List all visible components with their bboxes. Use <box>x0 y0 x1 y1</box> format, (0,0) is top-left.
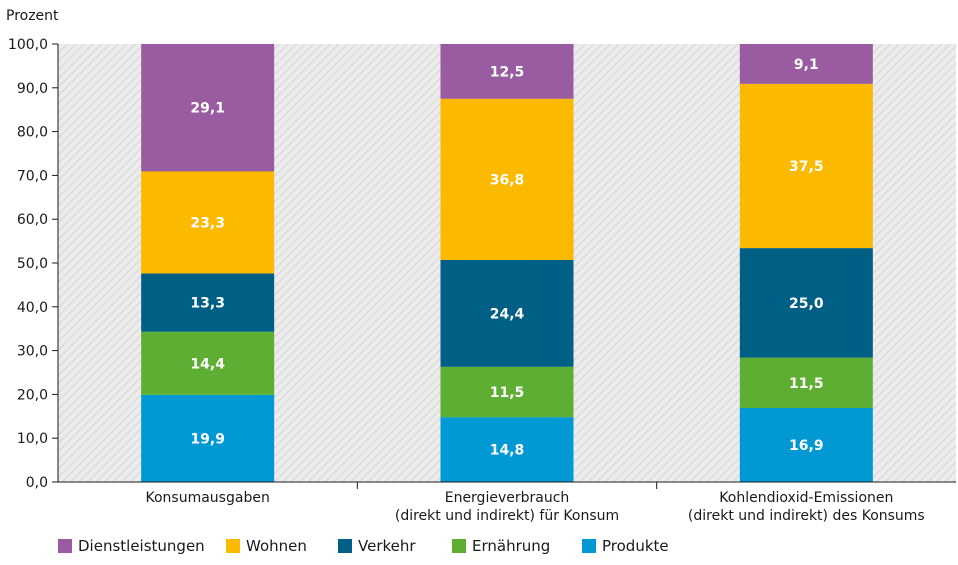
bar-segment <box>739 44 873 84</box>
data-label: 24,4 <box>490 306 525 322</box>
data-label: 11,5 <box>789 376 824 392</box>
y-tick-label: 90,0 <box>17 81 48 97</box>
y-tick-label: 30,0 <box>17 344 48 360</box>
x-category-label: (direkt und indirekt) des Konsums <box>688 508 925 524</box>
x-category-label: Konsumausgaben <box>146 490 270 506</box>
y-tick-label: 60,0 <box>17 212 48 228</box>
x-category-label: Kohlendioxid-Emissionen <box>719 490 893 506</box>
bar-segment <box>141 273 275 332</box>
data-label: 11,5 <box>490 385 525 401</box>
data-label: 13,3 <box>190 296 225 312</box>
legend-swatch <box>58 539 72 553</box>
x-category-label: (direkt und indirekt) für Konsum <box>395 508 619 524</box>
data-label: 14,4 <box>190 356 225 372</box>
bar-segment <box>141 331 275 395</box>
bar-segment <box>141 171 275 274</box>
y-tick-label: 0,0 <box>26 475 48 491</box>
data-label: 36,8 <box>490 172 525 188</box>
y-tick-label: 20,0 <box>17 387 48 403</box>
bar-segment <box>440 259 574 367</box>
bar-segment <box>440 98 574 260</box>
bar-segment <box>440 417 574 482</box>
bar-segment <box>739 357 873 408</box>
legend-swatch <box>338 539 352 553</box>
bar-segment <box>739 83 873 249</box>
data-label: 9,1 <box>794 57 819 73</box>
x-category-label: Energieverbrauch <box>445 490 570 506</box>
y-tick-label: 100,0 <box>8 37 48 53</box>
bar-segment <box>141 394 275 482</box>
y-axis-unit-label: Prozent <box>6 8 59 24</box>
legend-swatch <box>226 539 240 553</box>
data-label: 12,5 <box>490 64 525 80</box>
y-tick-label: 10,0 <box>17 431 48 447</box>
bars: 19,9 14,4 13,3 23,3 29,1 14,8 11,5 24,4 36,8 12,5… <box>141 44 873 482</box>
legend-label: Wohnen <box>246 537 307 555</box>
bar-segment <box>739 248 873 358</box>
y-tick-label: 80,0 <box>17 125 48 141</box>
data-label: 23,3 <box>190 215 225 231</box>
data-label: 37,5 <box>789 159 824 175</box>
legend-swatch <box>582 539 596 553</box>
y-tick-label: 50,0 <box>17 256 48 272</box>
data-label: 19,9 <box>190 431 225 447</box>
legend: Dienstleistungen Wohnen Verkehr Ernährung Pr… <box>58 537 669 555</box>
data-label: 14,8 <box>490 443 525 459</box>
bar-segment <box>440 44 574 99</box>
legend-label: Verkehr <box>358 537 416 555</box>
data-label: 16,9 <box>789 438 824 454</box>
y-tick-label: 40,0 <box>17 300 48 316</box>
legend-swatch <box>452 539 466 553</box>
legend-label: Dienstleistungen <box>78 537 205 555</box>
y-axis: 0,0 10,0 20,0 30,0 40,0 50,0 60,0 70,0 80,0 90,0 1… <box>8 37 59 491</box>
bar-segment <box>739 407 873 482</box>
legend-label: Produkte <box>602 537 669 555</box>
data-label: 29,1 <box>190 101 225 117</box>
bar-segment <box>440 366 574 418</box>
data-label: 25,0 <box>789 296 824 312</box>
y-tick-label: 70,0 <box>17 168 48 184</box>
x-axis: Konsumausgaben Energieverbrauch (direkt un… <box>58 481 956 524</box>
legend-label: Ernährung <box>472 537 550 555</box>
bar-segment <box>141 44 275 172</box>
